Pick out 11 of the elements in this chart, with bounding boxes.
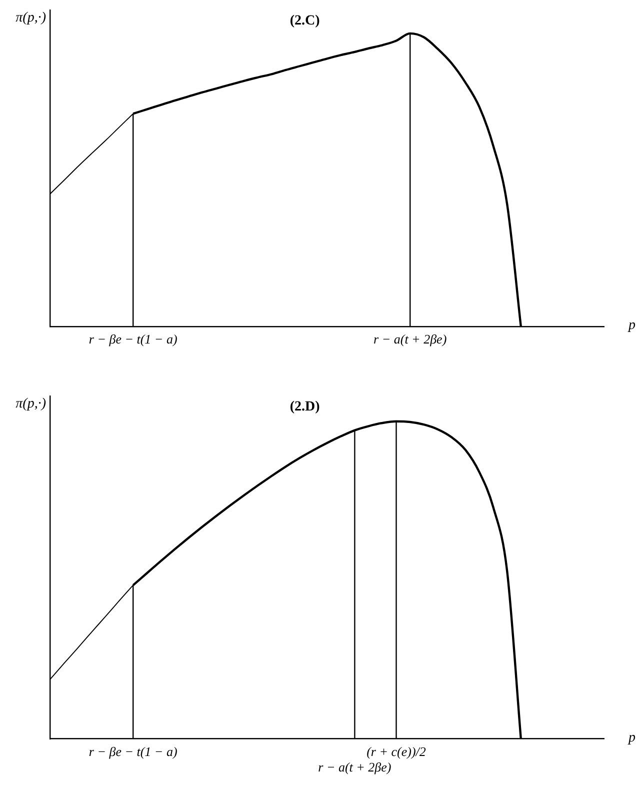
- x-axis-title: p: [628, 318, 636, 334]
- x-tick-label: r − a(t + 2βe): [374, 332, 447, 347]
- x-tick-label: r − βe − t(1 − a): [88, 744, 178, 760]
- y-axis-title: π(p,·): [16, 396, 46, 412]
- x-tick-label: r − a(t + 2βe): [318, 760, 392, 775]
- x-tick-label: (r + c(e))/2: [366, 744, 426, 760]
- y-axis-title: π(p,·): [16, 10, 46, 26]
- x-axis-title: p: [628, 730, 636, 746]
- x-tick-label: r − βe − t(1 − a): [88, 332, 178, 347]
- chart-title: (2.C): [290, 14, 320, 29]
- chart-title: (2.D): [290, 400, 320, 415]
